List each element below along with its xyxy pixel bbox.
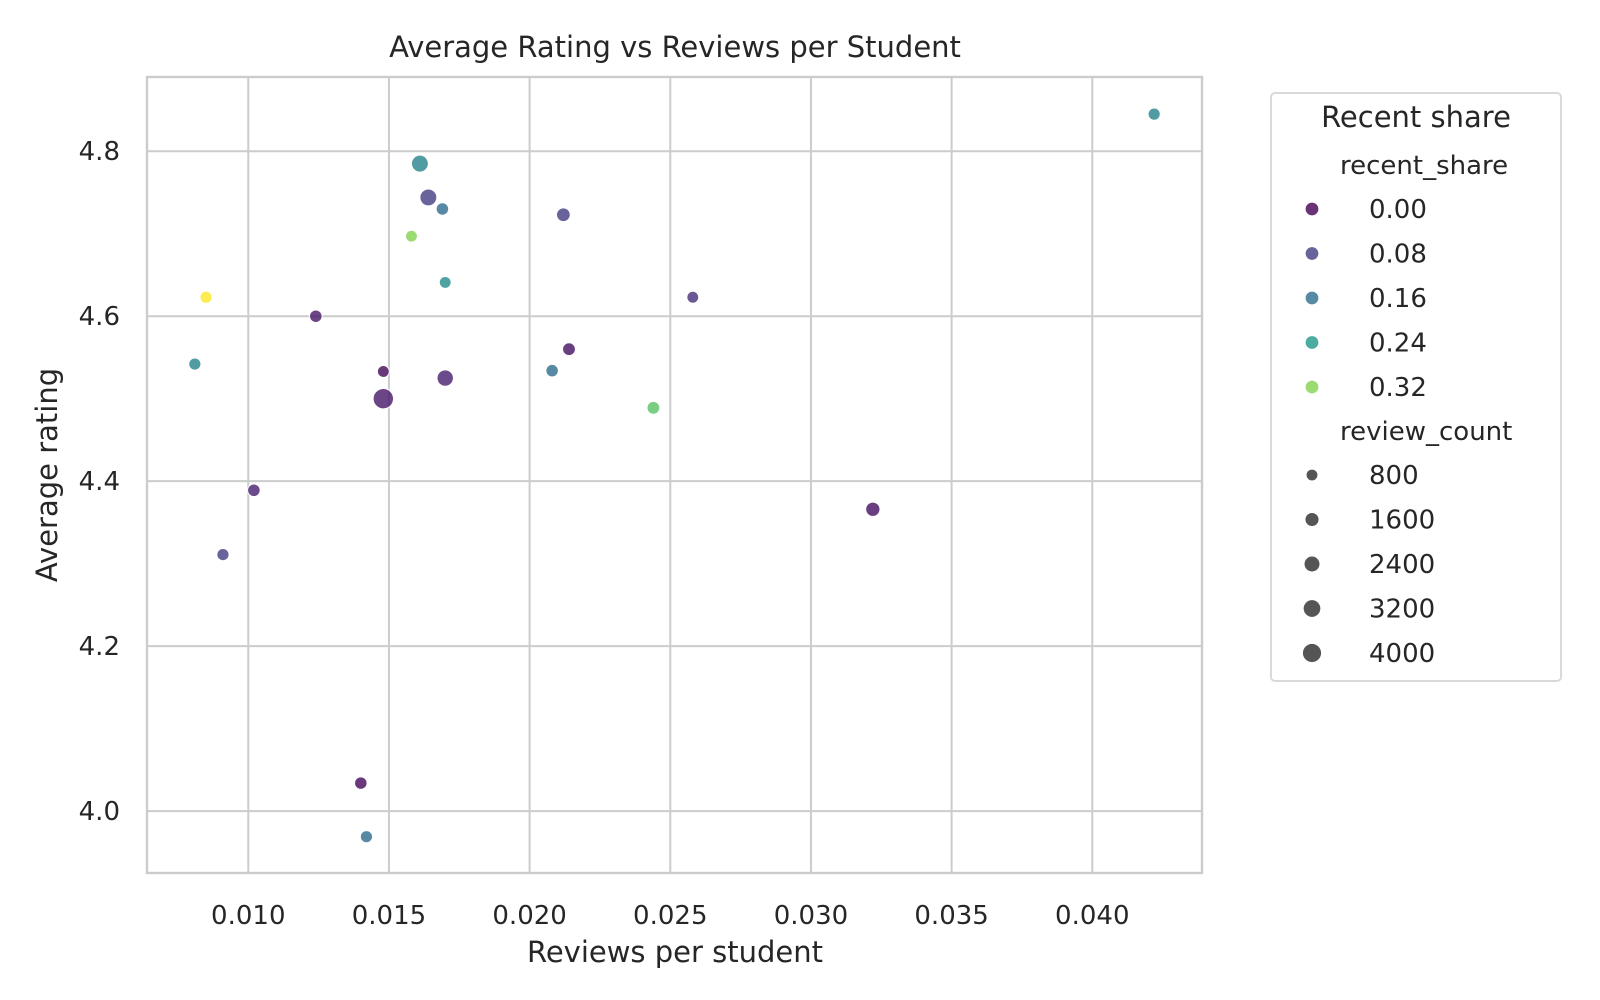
data-point bbox=[359, 829, 374, 844]
legend-hue-label: 0.08 bbox=[1369, 240, 1427, 270]
legend-size-marker bbox=[1306, 469, 1318, 481]
x-axis-ticks: 0.010 0.015 0.020 0.025 0.030 0.035 0.040 bbox=[211, 901, 1129, 931]
legend-title: Recent share bbox=[1321, 100, 1511, 134]
legend-hue-marker bbox=[1304, 334, 1320, 351]
legend-size-label: 3200 bbox=[1369, 595, 1435, 625]
legend-box bbox=[1270, 92, 1562, 682]
legend-size-label: 2400 bbox=[1369, 550, 1435, 580]
legend-hue-title: recent_share bbox=[1340, 151, 1508, 181]
x-tick-label: 0.025 bbox=[633, 901, 707, 931]
chart-title: Average Rating vs Reviews per Student bbox=[389, 30, 961, 64]
data-point bbox=[435, 202, 450, 216]
data-point bbox=[646, 400, 661, 415]
x-tick-label: 0.030 bbox=[774, 901, 848, 931]
x-axis-label: Reviews per student bbox=[527, 935, 823, 969]
legend-size-title: review_count bbox=[1340, 417, 1512, 447]
data-point bbox=[372, 387, 395, 410]
x-tick-label: 0.020 bbox=[492, 901, 566, 931]
y-tick-label: 4.2 bbox=[79, 632, 120, 662]
data-point bbox=[308, 309, 323, 324]
grid-layer bbox=[147, 77, 1202, 873]
y-tick-label: 4.6 bbox=[79, 302, 120, 332]
plot-frame-layer bbox=[145, 75, 1204, 875]
y-tick-label: 4.4 bbox=[79, 467, 120, 497]
legend-hue-label: 0.32 bbox=[1369, 373, 1427, 403]
data-point bbox=[686, 290, 700, 304]
legend-size-label: 4000 bbox=[1369, 639, 1435, 669]
legend-hue-marker bbox=[1304, 201, 1320, 217]
x-tick-label: 0.010 bbox=[211, 901, 285, 931]
legend-hue-label: 0.24 bbox=[1369, 329, 1427, 359]
legend-size-label: 1600 bbox=[1369, 506, 1435, 536]
legend-hue-marker bbox=[1304, 379, 1320, 395]
data-point bbox=[545, 363, 560, 378]
x-tick-label: 0.015 bbox=[352, 901, 426, 931]
data-point bbox=[438, 275, 452, 290]
legend-hue-marker bbox=[1304, 245, 1320, 262]
data-point bbox=[199, 290, 213, 305]
legend-hue-items: 0.00 0.08 0.16 0.24 0.32 bbox=[1304, 195, 1427, 403]
legend-size-marker bbox=[1302, 643, 1322, 663]
data-point bbox=[410, 154, 430, 173]
legend-size-label: 800 bbox=[1369, 461, 1419, 491]
x-tick-label: 0.035 bbox=[914, 901, 988, 931]
data-point bbox=[246, 483, 261, 498]
data-point bbox=[1147, 107, 1161, 121]
data-point bbox=[353, 776, 368, 791]
data-point bbox=[419, 188, 438, 207]
legend-size-marker bbox=[1303, 600, 1321, 617]
data-point bbox=[376, 364, 390, 379]
legend-size-marker bbox=[1305, 512, 1319, 527]
y-tick-label: 4.0 bbox=[79, 797, 120, 827]
data-point bbox=[404, 229, 419, 243]
x-tick-label: 0.040 bbox=[1055, 901, 1129, 931]
y-axis-ticks: 4.0 4.2 4.4 4.6 4.8 bbox=[79, 137, 120, 827]
y-tick-label: 4.8 bbox=[79, 137, 120, 167]
data-point bbox=[188, 357, 202, 371]
legend: Recent share recent_share review_count 0… bbox=[1270, 92, 1562, 682]
legend-hue-label: 0.16 bbox=[1369, 284, 1427, 314]
plot-frame bbox=[145, 75, 1204, 875]
data-point bbox=[436, 369, 455, 387]
data-point bbox=[555, 207, 571, 223]
data-point bbox=[216, 547, 230, 562]
legend-size-marker bbox=[1304, 556, 1320, 572]
legend-hue-marker bbox=[1304, 290, 1320, 306]
y-axis-label: Average rating bbox=[30, 368, 64, 582]
data-point bbox=[561, 342, 577, 357]
legend-size-items: 800 1600 2400 3200 4000 bbox=[1302, 461, 1435, 669]
data-point bbox=[864, 501, 881, 518]
legend-hue-label: 0.00 bbox=[1369, 195, 1427, 225]
points-layer bbox=[188, 107, 1161, 844]
